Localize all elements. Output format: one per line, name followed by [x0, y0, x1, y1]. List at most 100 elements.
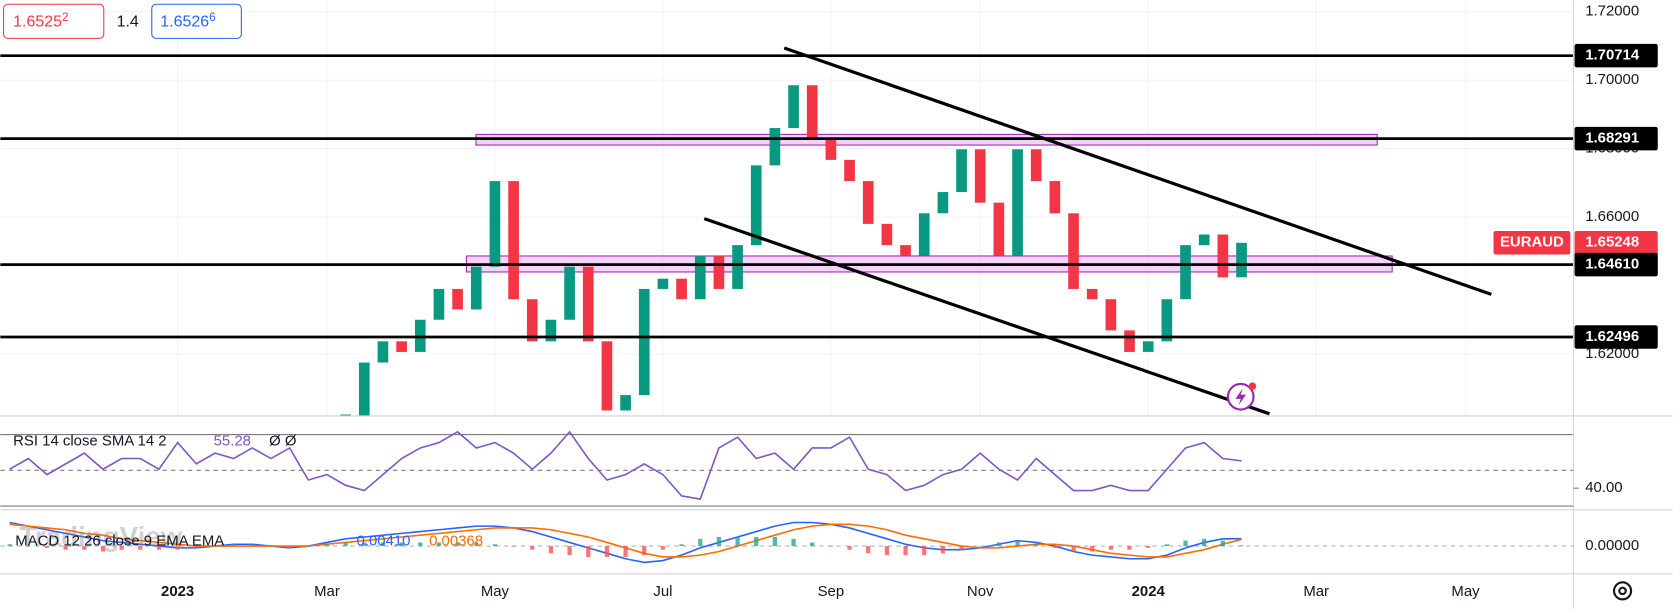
histogram-bar — [82, 546, 87, 550]
histogram-bar — [436, 542, 442, 547]
level-label: 1.68291 — [1585, 130, 1639, 147]
histogram-bar — [847, 546, 852, 550]
candle — [1049, 181, 1061, 214]
x-tick-label: Mar — [1303, 583, 1329, 600]
candle — [396, 341, 407, 352]
candle — [470, 266, 482, 310]
candle — [1198, 234, 1210, 246]
candle — [881, 223, 893, 246]
candle — [657, 278, 669, 289]
level-badge — [1574, 126, 1658, 151]
mark-layer — [0, 54, 1574, 417]
histogram-bar — [100, 546, 106, 552]
histogram-bar — [735, 537, 740, 547]
level-badge — [1574, 252, 1658, 277]
histogram-bar — [231, 544, 236, 547]
candle — [918, 213, 930, 256]
candle — [993, 202, 1005, 256]
histogram-bar — [698, 538, 703, 547]
candle — [732, 245, 743, 289]
histogram-bar — [287, 546, 292, 548]
histogram-bar — [1202, 538, 1207, 547]
histogram-bar — [1090, 546, 1095, 552]
histogram-bar — [474, 542, 479, 547]
y-tick-label: 1.62000 — [1585, 345, 1639, 362]
ask-box[interactable] — [151, 3, 242, 39]
candle — [862, 181, 874, 224]
histogram-bar — [343, 542, 348, 547]
candle — [433, 288, 445, 320]
trend-channel — [703, 46, 1492, 416]
trend-line — [703, 217, 1271, 416]
ask-main: 1.6526 — [160, 14, 209, 31]
level-badge — [1574, 43, 1658, 68]
candle — [750, 165, 762, 246]
histogram-bar — [978, 546, 983, 547]
quote-bar: 1.65252 1.4 1.65266 — [2, 3, 242, 39]
candle — [806, 85, 818, 139]
histogram-bar — [1108, 546, 1114, 550]
indicator-backdrop — [0, 415, 1574, 609]
histogram-bar — [511, 546, 516, 547]
histogram-bar — [194, 546, 199, 548]
histogram-bar — [119, 546, 124, 550]
rsi-line — [9, 430, 1242, 500]
histogram-bar — [63, 546, 68, 550]
level-badge — [1574, 325, 1658, 349]
histogram-bar — [418, 542, 423, 547]
x-tick-label: Nov — [967, 583, 994, 600]
x-tick-label: 2023 — [161, 583, 194, 600]
histogram-bar — [1239, 545, 1244, 547]
histogram-bar — [940, 546, 946, 554]
indicator-layer — [0, 430, 1574, 564]
y-tick-label: 1.66000 — [1585, 208, 1639, 225]
rsi-title: RSI 14 close SMA 14 2 — [13, 432, 166, 449]
histogram-bar — [548, 546, 554, 554]
histogram-bar — [250, 544, 255, 547]
ask-price: 1.65266 — [160, 11, 215, 30]
trend-line — [783, 46, 1492, 296]
histogram-bar — [586, 546, 591, 557]
candle — [1180, 245, 1191, 300]
histogram-bar — [884, 546, 890, 556]
histogram-bar — [268, 546, 274, 547]
x-tick-label: Jul — [653, 583, 672, 600]
histogram-bar — [1146, 546, 1151, 548]
histogram-bar — [1034, 544, 1039, 547]
bid-price: 1.65252 — [13, 11, 68, 30]
macd-title: MACD 12 26 close 9 EMA EMA — [15, 533, 224, 550]
candle — [900, 245, 911, 256]
candle — [769, 128, 781, 166]
settings-hub — [1618, 586, 1627, 596]
settings-button[interactable] — [1612, 581, 1633, 601]
candle — [526, 299, 538, 342]
histogram-bar — [959, 546, 964, 550]
candle — [620, 395, 631, 411]
candle — [1086, 288, 1098, 300]
symbol-badge — [1493, 231, 1571, 255]
alert-icon[interactable] — [1226, 382, 1257, 411]
histogram-bar — [1164, 544, 1169, 547]
histogram-bar — [1127, 546, 1132, 550]
histogram-bar — [791, 538, 796, 547]
candle — [564, 266, 575, 320]
bid-box[interactable] — [2, 3, 105, 39]
histogram-bar — [810, 542, 815, 547]
x-tick-label: May — [481, 583, 510, 600]
candle — [676, 278, 687, 300]
candle — [358, 362, 370, 416]
histogram-bar — [642, 546, 647, 556]
histogram-bar — [1183, 540, 1188, 547]
bid-pipette: 2 — [62, 11, 69, 24]
candle — [508, 181, 519, 300]
bid-main: 1.6525 — [13, 14, 62, 31]
histogram-bar — [156, 546, 162, 550]
candle — [489, 181, 501, 267]
settings-gear — [1612, 581, 1633, 601]
candle — [452, 288, 463, 310]
rsi-value: 55.28 — [214, 432, 251, 449]
candle — [844, 159, 855, 182]
histogram-bar — [175, 546, 180, 550]
candle — [937, 192, 949, 214]
